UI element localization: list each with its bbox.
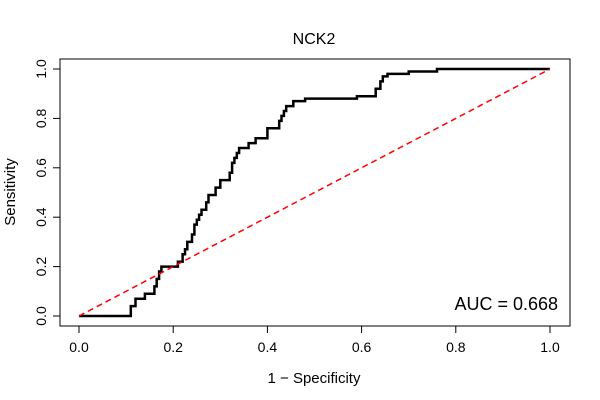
auc-annotation: AUC = 0.668 xyxy=(454,294,558,314)
y-axis-label: Sensitivity xyxy=(2,158,19,226)
x-tick-label: 0.0 xyxy=(69,339,89,355)
y-tick-label: 0.4 xyxy=(33,207,49,227)
x-axis: 0.0 0.2 0.4 0.6 0.8 1.0 xyxy=(69,325,560,355)
y-tick-label: 0.2 xyxy=(33,257,49,277)
y-axis: 0.0 0.2 0.4 0.6 0.8 1.0 xyxy=(33,59,61,326)
x-tick-label: 1.0 xyxy=(540,339,560,355)
y-tick-label: 0.0 xyxy=(33,306,49,326)
x-tick-label: 0.2 xyxy=(163,339,183,355)
chart-title: NCK2 xyxy=(293,31,336,48)
x-tick-label: 0.6 xyxy=(352,339,372,355)
series-layer xyxy=(78,67,551,318)
x-tick-label: 0.4 xyxy=(258,339,278,355)
roc-curve-line xyxy=(79,67,550,318)
x-axis-label: 1 − Specificity xyxy=(268,370,361,387)
y-tick-label: 0.6 xyxy=(33,158,49,178)
reference-diagonal-line xyxy=(78,68,551,317)
y-tick-label: 0.8 xyxy=(33,108,49,128)
y-tick-label: 1.0 xyxy=(33,59,49,79)
x-tick-label: 0.8 xyxy=(446,339,466,355)
